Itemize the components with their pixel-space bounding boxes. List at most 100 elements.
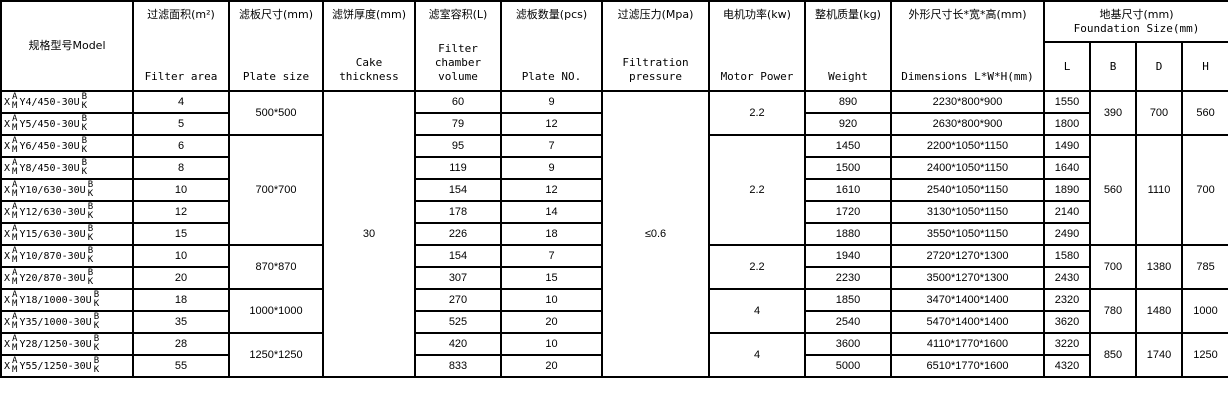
foundation-d-cell: 1740 <box>1135 332 1183 378</box>
weight-cell: 3600 <box>804 332 892 356</box>
model-cell: X A M Y10/870-30U B K <box>0 244 134 268</box>
plate-count-cell: 20 <box>500 310 603 334</box>
model-prefix: X <box>4 251 11 262</box>
filter-area-cell: 8 <box>132 156 230 180</box>
table-row: X A M Y10/630-30U B K 10 154 12 1610 2540*1050*115… <box>0 178 1228 202</box>
model-variant-letter: M <box>12 299 18 309</box>
table-row: X A M Y20/870-30U B K 20 307 15 2230 3500*1270*130… <box>0 266 1228 290</box>
model-variant-letter: A <box>12 202 18 212</box>
model-variant-letter: M <box>12 189 18 199</box>
foundation-l-cell: 2140 <box>1043 200 1091 224</box>
dimensions-cell: 3470*1400*1400 <box>890 288 1045 312</box>
weight-cell: 1720 <box>804 200 892 224</box>
weight-cell: 1450 <box>804 134 892 158</box>
plate-count-cell: 18 <box>500 222 603 246</box>
model-variant-letter: M <box>12 145 18 155</box>
plate-size-cell: 500*500 <box>228 90 324 136</box>
model-prefix: X <box>4 97 11 108</box>
model-variant-letter: K <box>81 101 88 111</box>
model-variant-letter: M <box>12 365 18 375</box>
model-variant-letter: A <box>12 92 18 102</box>
weight-cell: 2540 <box>804 310 892 334</box>
chamber-volume-cell: 307 <box>414 266 502 290</box>
foundation-h-cell: 785 <box>1180 244 1228 290</box>
model-cell: X A M Y6/450-30U B K <box>0 134 134 158</box>
filter-area-cell: 18 <box>132 288 230 312</box>
model-variant-letter: A <box>12 158 18 168</box>
header-dimensions: 外形尺寸长*宽*高(mm) Dimensions L*W*H(mm) <box>890 0 1045 92</box>
header-plate-no: 滤板数量(pcs) Plate NO. <box>500 0 603 92</box>
model-variant-letter: M <box>12 277 18 287</box>
model-variant-letter: M <box>12 343 18 353</box>
model-variant-letter: A <box>12 224 18 234</box>
foundation-b-cell: 700 <box>1089 244 1137 290</box>
weight-cell: 2230 <box>804 266 892 290</box>
cake-thickness-cell: 30 <box>322 90 416 378</box>
foundation-l-cell: 2430 <box>1043 266 1091 290</box>
model-variant-letter: K <box>93 299 100 309</box>
table-row: X A M Y6/450-30U B K 6 700*700 95 7 2.2 1450 2200*10… <box>0 134 1228 246</box>
dimensions-cell: 5470*1400*1400 <box>890 310 1045 334</box>
dimensions-cell: 3550*1050*1150 <box>890 222 1045 246</box>
header-model: 规格型号Model <box>0 0 134 92</box>
chamber-volume-cell: 420 <box>414 332 502 356</box>
header-foundation-l: L <box>1043 41 1091 92</box>
weight-cell: 920 <box>804 112 892 136</box>
foundation-h-cell: 560 <box>1180 90 1228 136</box>
pressure-cell: ≤0.6 <box>601 90 710 378</box>
model-variant-letter: K <box>93 365 100 375</box>
foundation-l-cell: 1550 <box>1043 90 1091 114</box>
filter-area-cell: 15 <box>132 222 230 246</box>
weight-cell: 1610 <box>804 178 892 202</box>
model-name: Y35/1000-30U <box>19 317 92 328</box>
dimensions-cell: 2630*800*900 <box>890 112 1045 136</box>
model-name: Y15/630-30U <box>19 229 86 240</box>
foundation-l-cell: 1580 <box>1043 244 1091 268</box>
model-variant-letter: B <box>87 246 94 256</box>
plate-count-cell: 10 <box>500 288 603 312</box>
model-variant-letter: K <box>81 123 88 133</box>
chamber-volume-cell: 525 <box>414 310 502 334</box>
model-variant-letter: A <box>12 136 18 146</box>
foundation-h-cell: 1000 <box>1180 288 1228 334</box>
model-prefix: X <box>4 229 11 240</box>
model-variant-letter: B <box>93 312 100 322</box>
model-variant-letter: K <box>81 167 88 177</box>
foundation-d-cell: 700 <box>1135 90 1183 136</box>
plate-size-cell: 700*700 <box>228 134 324 246</box>
model-cell: X A M Y5/450-30U B K <box>0 112 134 136</box>
foundation-l-cell: 1640 <box>1043 156 1091 180</box>
table-row: X A M Y18/1000-30U B K 18 1000*1000 270 10 4 1850 34… <box>0 288 1228 334</box>
table-row: X A M Y10/870-30U B K 10 870*870 154 7 2.2 1940 2720… <box>0 244 1228 290</box>
model-prefix: X <box>4 185 11 196</box>
model-variant-letter: A <box>12 334 18 344</box>
header-foundation-b: B <box>1089 41 1137 92</box>
model-variant-letter: A <box>12 180 18 190</box>
foundation-d-cell: 1110 <box>1135 134 1183 246</box>
model-cell: X A M Y15/630-30U B K <box>0 222 134 246</box>
model-variant-letter: A <box>12 246 18 256</box>
header-plate-size: 滤板尺寸(mm) Plate size <box>228 0 324 92</box>
foundation-l-cell: 2320 <box>1043 288 1091 312</box>
model-name: Y28/1250-30U <box>19 339 92 350</box>
filter-area-cell: 20 <box>132 266 230 290</box>
model-variant-letter: B <box>81 158 88 168</box>
dimensions-cell: 3500*1270*1300 <box>890 266 1045 290</box>
chamber-volume-cell: 95 <box>414 134 502 158</box>
table-row: X A M Y8/450-30U B K 8 119 9 1500 2400*1050*1150 16… <box>0 156 1228 180</box>
foundation-l-cell: 3220 <box>1043 332 1091 356</box>
model-variant-letter: M <box>12 255 18 265</box>
plate-count-cell: 7 <box>500 134 603 158</box>
dimensions-cell: 2540*1050*1150 <box>890 178 1045 202</box>
